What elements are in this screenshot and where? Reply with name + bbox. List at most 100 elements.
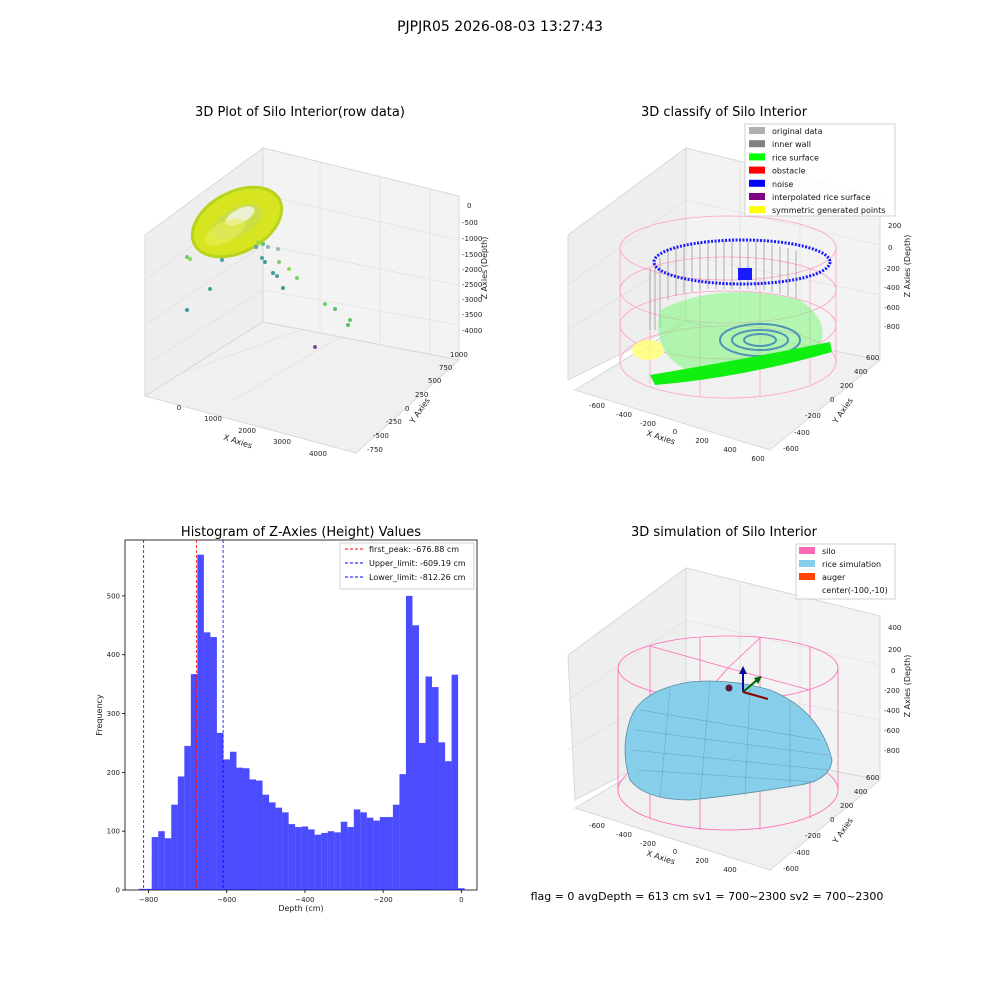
simulation-ytick: -600 — [783, 865, 799, 873]
histogram-title: Histogram of Z-Axies (Height) Values — [181, 525, 421, 540]
histogram-bar — [438, 742, 446, 890]
histogram-bar — [445, 761, 452, 890]
histogram-bar — [412, 625, 419, 890]
y-tick-label: 0 — [116, 887, 120, 895]
panel-raw-title: 3D Plot of Silo Interior(row data) — [195, 105, 405, 120]
classify-xtick: -400 — [616, 411, 632, 419]
histogram-bar — [340, 821, 348, 890]
histogram-bar — [399, 774, 406, 890]
legend-label: original data — [772, 127, 823, 136]
simulation-ztick: -400 — [884, 707, 900, 715]
raw-ytick: 750 — [439, 364, 452, 372]
panel-classify-3d[interactable]: 3D classify of Silo Interior — [567, 105, 912, 463]
simulation-xtick: 200 — [695, 857, 708, 865]
histogram-bar — [249, 779, 257, 890]
y-tick-label: 400 — [107, 651, 120, 659]
classify-xtick: 200 — [695, 437, 708, 445]
legend-label: inner wall — [772, 140, 811, 149]
raw-ytick: 1000 — [450, 351, 468, 359]
panel-raw-3d[interactable]: 3D Plot of Silo Interior(row data) — [143, 105, 489, 458]
classify-ytick: 200 — [840, 382, 853, 390]
y-tick-label: 300 — [107, 710, 120, 718]
histogram-bar — [451, 674, 459, 890]
raw-ztick: 0 — [467, 202, 471, 210]
histogram-bar — [164, 838, 172, 890]
simulation-ytick: 200 — [840, 802, 853, 810]
simulation-ztick: 0 — [891, 667, 895, 675]
histogram-bar — [269, 802, 276, 890]
legend-swatch — [749, 153, 765, 161]
histogram-bar — [223, 759, 230, 890]
y-tick-label: 200 — [107, 769, 120, 777]
simulation-xtick: 0 — [673, 848, 677, 856]
raw-xtick: 2000 — [238, 427, 256, 435]
simulation-ztick: -800 — [884, 747, 900, 755]
raw-ztick: -3500 — [462, 311, 482, 319]
raw-ztick: -3000 — [462, 296, 482, 304]
histogram-bar — [360, 812, 367, 890]
panel-simulation-title: 3D simulation of Silo Interior — [631, 525, 818, 540]
legend-label: center(-100,-10) — [822, 586, 888, 595]
x-tick-label: 0 — [459, 896, 463, 904]
raw-grid — [144, 162, 460, 403]
figure-title: PJPJR05 2026-08-03 13:27:43 — [397, 19, 603, 35]
legend-label: auger — [822, 573, 846, 582]
legend-label: obstacle — [772, 167, 806, 176]
classify-xtick: 0 — [673, 428, 677, 436]
simulation-xtick: -400 — [616, 831, 632, 839]
classify-ytick: 400 — [854, 368, 867, 376]
histogram-bar — [236, 767, 243, 890]
classify-xlabel: X Axies — [645, 429, 676, 447]
histogram-y-axis: 0 100 200 300 400 500 — [107, 592, 125, 895]
classify-rice-surface — [650, 292, 832, 385]
histogram-legend: first_peak: -676.88 cm Upper_limit: -609.… — [339, 542, 475, 590]
legend-label: rice simulation — [822, 560, 881, 569]
legend-swatch — [799, 547, 815, 554]
histogram-bar — [210, 637, 217, 890]
raw-xtick: 3000 — [273, 438, 291, 446]
raw-ytick: 500 — [428, 377, 441, 385]
histogram-bar — [197, 554, 204, 890]
panel-simulation-3d[interactable]: 3D simulation of Silo Interior — [567, 525, 912, 874]
histogram-chart[interactable]: Histogram of Z-Axies (Height) Values −80… — [95, 525, 478, 913]
histogram-bar — [314, 834, 322, 890]
y-tick-label: 500 — [107, 592, 120, 600]
histogram-bar — [373, 820, 380, 890]
legend-swatch — [749, 193, 765, 200]
raw-ztick: -2000 — [462, 266, 482, 274]
legend-label: symmetric generated points — [772, 206, 885, 215]
classify-ztick: 200 — [888, 222, 901, 230]
simulation-ztick: 400 — [888, 624, 901, 632]
simulation-ytick: -400 — [794, 849, 810, 857]
x-tick-label: −600 — [217, 896, 236, 904]
legend-swatch — [749, 127, 765, 134]
legend-swatch — [749, 206, 765, 214]
histogram-bar — [262, 794, 270, 890]
raw-ztick: -1000 — [462, 235, 482, 243]
classify-inner-wall — [649, 241, 797, 330]
histogram-bar — [177, 776, 185, 890]
histogram-bars — [138, 554, 465, 890]
simulation-xlabel: X Axies — [645, 849, 676, 867]
x-tick-label: −400 — [295, 896, 314, 904]
histogram-bar — [151, 837, 159, 890]
simulation-rice-body — [624, 680, 833, 801]
histogram-bar — [158, 831, 165, 890]
classify-ytick: -600 — [783, 445, 799, 453]
histogram-bar — [295, 827, 302, 890]
simulation-xtick: -600 — [589, 822, 605, 830]
raw-point-cloud — [185, 185, 352, 349]
classify-symmetric-points — [632, 340, 664, 360]
histogram-bar — [256, 780, 263, 890]
classify-xtick: -200 — [640, 420, 656, 428]
histogram-bar — [242, 768, 250, 890]
histogram-bar — [138, 888, 146, 890]
histogram-bar — [171, 804, 178, 890]
histogram-bar — [308, 829, 315, 890]
classify-legend: original data inner wall rice surface obsta… — [744, 123, 896, 217]
raw-xtick: 1000 — [204, 415, 222, 423]
histogram-bar — [425, 676, 433, 890]
simulation-legend: silo rice simulation auger center(-100,-10) — [795, 543, 896, 600]
raw-xtick: 4000 — [309, 450, 327, 458]
